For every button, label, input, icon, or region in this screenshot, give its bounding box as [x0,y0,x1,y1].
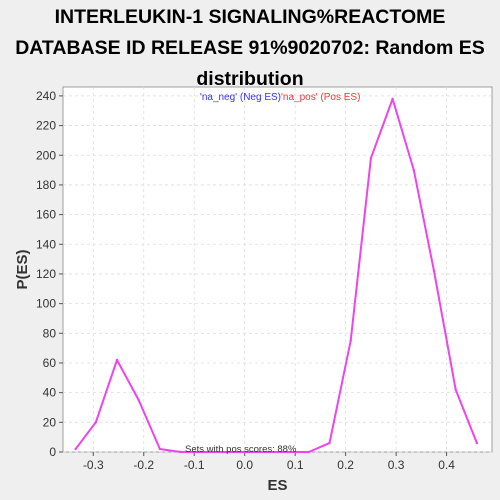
series-point [476,442,478,444]
x-axis-ticks: -0.3 -0.2 -0.1 0.0 0.1 0.2 0.3 0.4 [83,452,455,472]
y-tick-label: 240 [36,89,56,103]
series-point [433,270,435,272]
y-axis-ticks: 0 20 40 60 80 100 120 140 160 180 200 220 240 [36,89,63,459]
series-point [116,359,118,361]
y-tick-label: 140 [36,237,56,251]
series-point [413,169,415,171]
x-tick-label: -0.1 [184,458,205,472]
x-tick-label: 0.3 [388,458,405,472]
x-tick-label: 0.1 [287,458,304,472]
x-tick-label: -0.2 [133,458,154,472]
series-point [454,388,456,390]
x-tick-label: 0.2 [337,458,354,472]
series-point [328,442,330,444]
legend-entry-neg: 'na_neg' (Neg ES) [200,92,281,103]
y-tick-label: 220 [36,119,56,133]
plot-area [63,87,492,452]
y-tick-label: 100 [36,297,56,311]
y-tick-label: 60 [43,356,57,370]
y-tick-label: 80 [43,326,57,340]
y-tick-label: 20 [43,415,57,429]
y-tick-label: 180 [36,178,56,192]
series-point [391,98,393,100]
y-tick-label: 200 [36,148,56,162]
x-tick-label: -0.3 [83,458,104,472]
pos-scores-annotation: Sets with pos scores: 88% [185,444,297,455]
x-tick-label: 0.0 [236,458,253,472]
series-point [349,340,351,342]
x-axis-label: ES [267,477,287,494]
series-point [370,157,372,159]
series-point [159,448,161,450]
series-point [138,399,140,401]
series-point [74,448,76,450]
y-tick-label: 120 [36,267,56,281]
y-tick-label: 0 [49,445,56,459]
x-tick-label: 0.4 [438,458,455,472]
y-tick-label: 40 [43,386,57,400]
series-point [308,451,310,453]
y-tick-label: 160 [36,208,56,222]
y-axis-label: P(ES) [14,249,31,289]
series-point [179,451,181,453]
series-point [95,421,97,423]
legend-entry-pos: 'na_pos' (Pos ES) [281,92,360,103]
